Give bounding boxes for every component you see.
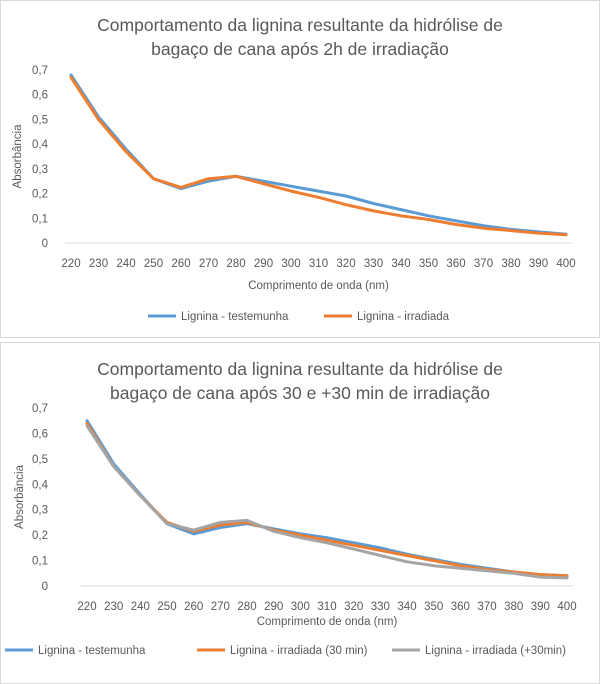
x-tick-label: 320 xyxy=(344,601,363,613)
chart-panel-2: Comportamento da lignina resultante da h… xyxy=(0,342,600,684)
x-tick-label: 260 xyxy=(171,258,190,270)
x-tick-label: 380 xyxy=(504,601,523,613)
x-tick-label: 360 xyxy=(451,601,470,613)
x-tick-label: 250 xyxy=(144,258,163,270)
legend-label: Lignina - irradiada (+30min) xyxy=(425,645,566,657)
x-tick-label: 230 xyxy=(104,601,123,613)
x-tick-label: 250 xyxy=(157,601,176,613)
x-tick-label: 220 xyxy=(77,601,96,613)
y-tick-label: 0,2 xyxy=(32,189,48,201)
x-tick-label: 380 xyxy=(501,258,520,270)
x-tick-label: 350 xyxy=(419,258,438,270)
x-tick-label: 340 xyxy=(397,601,416,613)
x-tick-label: 330 xyxy=(371,601,390,613)
x-tick-label: 300 xyxy=(281,258,300,270)
y-tick-label: 0,3 xyxy=(32,505,48,517)
x-tick-label: 370 xyxy=(477,601,496,613)
y-tick-label: 0,5 xyxy=(32,114,48,126)
series-line-2 xyxy=(69,75,568,237)
x-tick-label: 400 xyxy=(557,601,576,613)
x-tick-label: 340 xyxy=(391,258,410,270)
line-chart-2: Comportamento da lignina resultante da h… xyxy=(5,359,577,657)
y-tick-label: 0,3 xyxy=(32,164,48,176)
x-tick-label: 270 xyxy=(211,601,230,613)
y-tick-label: 0,7 xyxy=(32,65,48,77)
chart-panel-1: Comportamento da lignina resultante da h… xyxy=(0,0,600,338)
legend-label: Lignina - irradiada (30 min) xyxy=(230,645,368,657)
line-chart-1: Comportamento da lignina resultante da h… xyxy=(12,15,576,323)
x-tick-label: 300 xyxy=(291,601,310,613)
x-tick-label: 390 xyxy=(529,258,548,270)
series-line-1 xyxy=(85,419,569,578)
y-tick-label: 0 xyxy=(42,238,48,250)
chart-title-line: bagaço de cana após 2h de irradiação xyxy=(151,39,449,59)
legend-label: Lignina - testemunha xyxy=(38,645,146,657)
y-tick-label: 0,5 xyxy=(32,454,48,466)
y-tick-label: 0,1 xyxy=(32,556,48,568)
x-tick-label: 310 xyxy=(309,258,328,270)
y-tick-label: 0 xyxy=(42,581,48,593)
x-axis-title: Comprimento de onda (nm) xyxy=(248,280,389,292)
y-tick-label: 0,6 xyxy=(32,428,48,440)
x-tick-label: 240 xyxy=(116,258,135,270)
legend-label: Lignina - irradiada xyxy=(357,311,450,323)
y-axis-title: Absorbância xyxy=(14,464,26,529)
series-line-3 xyxy=(85,424,569,580)
x-tick-label: 330 xyxy=(364,258,383,270)
y-tick-label: 0,4 xyxy=(32,139,49,151)
y-tick-label: 0,4 xyxy=(32,479,49,491)
x-tick-label: 280 xyxy=(226,258,245,270)
x-axis-title: Comprimento de onda (nm) xyxy=(257,616,398,628)
x-tick-label: 400 xyxy=(556,258,575,270)
x-tick-label: 270 xyxy=(199,258,218,270)
y-tick-label: 0,1 xyxy=(32,213,48,225)
x-tick-label: 280 xyxy=(237,601,256,613)
series-line-2 xyxy=(85,421,569,578)
x-tick-label: 350 xyxy=(424,601,443,613)
x-tick-label: 230 xyxy=(89,258,108,270)
x-tick-label: 260 xyxy=(184,601,203,613)
y-tick-label: 0,6 xyxy=(32,90,48,102)
chart-title-line: Comportamento da lignina resultante da h… xyxy=(97,359,503,379)
legend-label: Lignina - testemunha xyxy=(181,311,289,323)
chart-title-line: Comportamento da lignina resultante da h… xyxy=(97,15,503,35)
y-tick-label: 0,2 xyxy=(32,530,48,542)
x-tick-label: 240 xyxy=(131,601,150,613)
x-tick-label: 220 xyxy=(61,258,80,270)
x-tick-label: 360 xyxy=(446,258,465,270)
y-axis-title: Absorbância xyxy=(12,124,24,189)
chart-title-line: bagaço de cana após 30 e +30 min de irra… xyxy=(110,383,490,403)
y-tick-label: 0,7 xyxy=(32,403,48,415)
x-tick-label: 320 xyxy=(336,258,355,270)
x-tick-label: 390 xyxy=(531,601,550,613)
x-tick-label: 310 xyxy=(317,601,336,613)
series-line-1 xyxy=(69,73,568,236)
x-tick-label: 290 xyxy=(254,258,273,270)
x-tick-label: 290 xyxy=(264,601,283,613)
x-tick-label: 370 xyxy=(474,258,493,270)
